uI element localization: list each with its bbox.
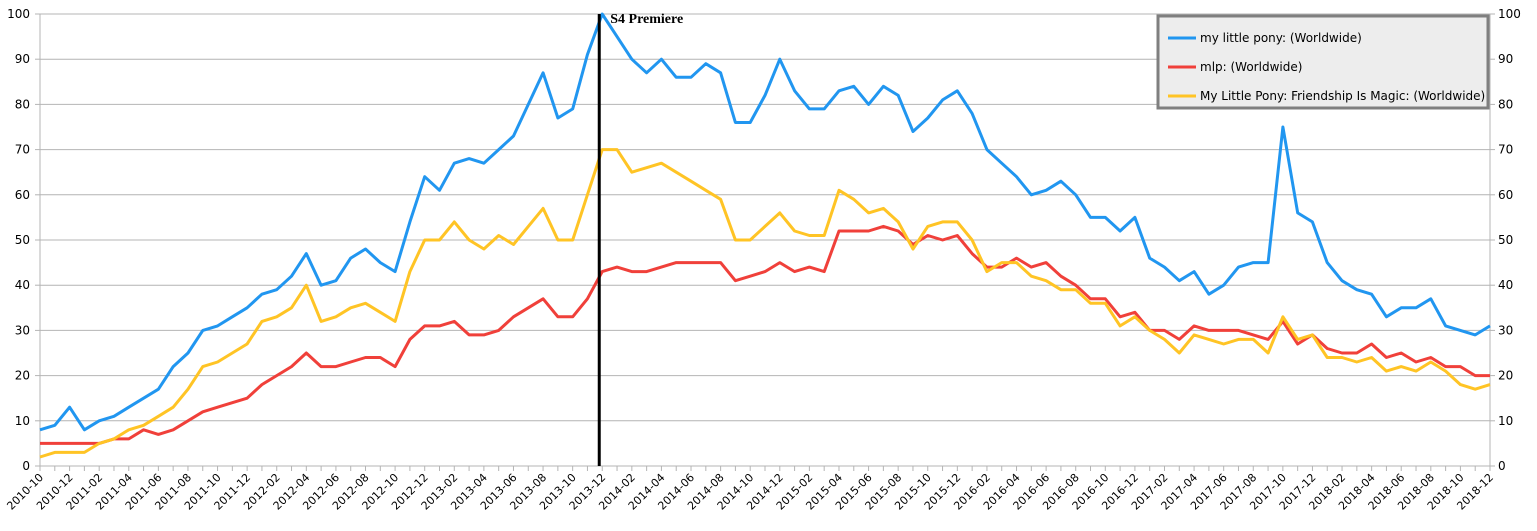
y-tick-label: 80: [15, 97, 30, 111]
series-line-1: [40, 224, 1490, 445]
y-tick-label-right: 70: [1498, 143, 1513, 157]
y-tick-label-right: 10: [1498, 414, 1513, 428]
y-tick-label: 70: [15, 143, 30, 157]
legend-box: [1156, 14, 1490, 110]
y-tick-label: 10: [15, 414, 30, 428]
y-tick-label-right: 30: [1498, 323, 1513, 337]
y-tick-label: 30: [15, 323, 30, 337]
legend-label-0: my little pony: (Worldwide): [1200, 31, 1362, 45]
legend-label-1: mlp: (Worldwide): [1200, 60, 1302, 74]
x-axis-labels: 2010-102010-122011-022011-042011-062011-…: [4, 471, 1496, 513]
y-tick-label: 20: [15, 369, 30, 383]
y-tick-label: 100: [7, 7, 30, 21]
y-tick-label-right: 100: [1498, 7, 1521, 21]
s4-premiere-label: S4 Premiere: [610, 12, 683, 27]
left-y-axis-labels: 0 10 20 30 40 50 60 70 80 90 100: [7, 7, 30, 473]
legend: my little pony: (Worldwide) mlp: (Worldwi…: [1156, 14, 1490, 110]
series-lines: [39, 12, 1491, 459]
series-line-2: [39, 148, 1491, 459]
y-tick-label-right: 60: [1498, 188, 1513, 202]
y-tick-label-right: 0: [1498, 459, 1506, 473]
series-line-0: [39, 12, 1491, 432]
legend-label-2: My Little Pony: Friendship Is Magic: (Wo…: [1200, 89, 1485, 103]
y-tick-label-right: 50: [1498, 233, 1513, 247]
y-tick-label: 50: [15, 233, 30, 247]
y-tick-label: 40: [15, 278, 30, 292]
y-tick-label-right: 90: [1498, 52, 1513, 66]
y-tick-label-right: 40: [1498, 278, 1513, 292]
y-tick-label-right: 80: [1498, 97, 1513, 111]
right-y-axis-labels: 0 10 20 30 40 50 60 70 80 90 100: [1498, 7, 1521, 473]
y-tick-label-right: 20: [1498, 369, 1513, 383]
y-tick-label: 90: [15, 52, 30, 66]
y-tick-label: 60: [15, 188, 30, 202]
axes: [35, 13, 1495, 471]
y-tick-label: 0: [22, 459, 30, 473]
